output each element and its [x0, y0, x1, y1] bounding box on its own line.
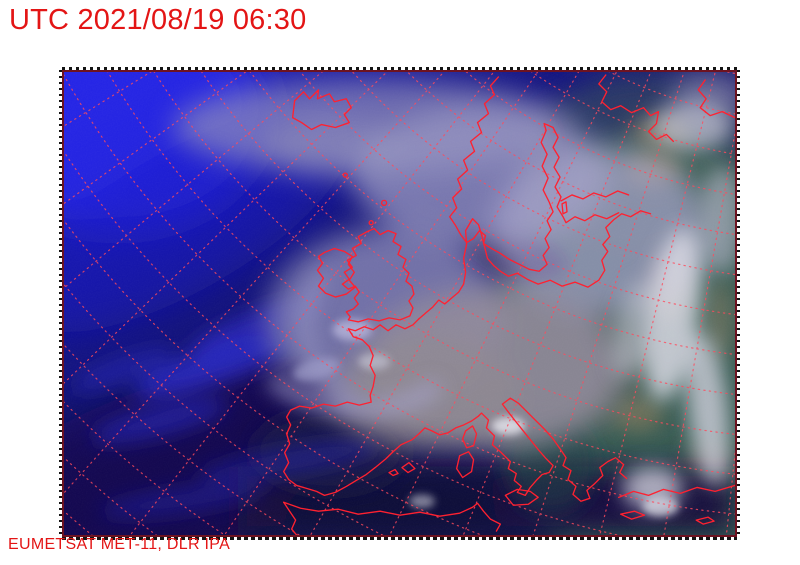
coast-france-iberia-italy-balkans — [283, 318, 617, 502]
coast-cyprus — [695, 516, 715, 525]
axis-ticks-bottom — [62, 537, 737, 540]
axis-ticks-top — [62, 67, 737, 70]
coast-sicily — [504, 488, 539, 506]
coast-sardinia — [455, 451, 475, 479]
axis-ticks-right — [737, 70, 740, 537]
coast-great-britain — [341, 227, 415, 323]
coast-iceland — [291, 89, 352, 131]
image-grain — [64, 72, 735, 535]
coast-turkey-south — [618, 484, 735, 498]
coast-gotland — [561, 201, 568, 215]
coast-scandinavia — [449, 76, 620, 272]
attribution-caption: EUMETSAT MET-11, DLR IPA — [8, 536, 231, 553]
coast-continental-north — [418, 210, 652, 320]
coast-morocco-west — [283, 501, 298, 535]
satellite-image — [64, 72, 735, 535]
coast-north-africa — [283, 501, 502, 532]
satellite-image-frame — [59, 67, 740, 540]
coast-balearics — [401, 461, 416, 474]
timestamp-title: UTC 2021/08/19 06:30 — [9, 4, 307, 36]
coast-ireland — [316, 247, 356, 298]
coast-corsica — [461, 425, 478, 449]
coast-crete — [620, 510, 646, 520]
coast-faroes — [342, 172, 348, 178]
axis-ticks-left — [59, 70, 62, 537]
coast-finland-south — [560, 190, 630, 202]
coast-shetland — [380, 199, 388, 207]
coast-balearics-small — [388, 468, 399, 477]
graticule-overlay — [64, 72, 735, 535]
coast-kola — [598, 74, 675, 143]
coastlines-overlay — [283, 74, 735, 535]
coast-orkney — [368, 220, 374, 226]
coast-aegean-east — [616, 457, 628, 480]
coast-northeast-corner — [697, 79, 735, 119]
